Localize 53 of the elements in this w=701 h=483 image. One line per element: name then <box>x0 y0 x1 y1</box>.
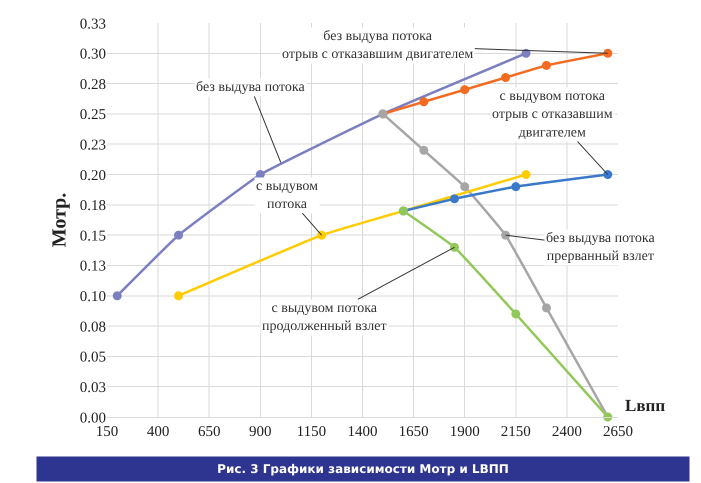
x-tick-label: 2650 <box>603 424 633 440</box>
point <box>317 230 326 240</box>
annotation: с выдувом потока продолженный взлет <box>262 301 387 334</box>
y-tick-label: 0.08 <box>80 319 106 336</box>
x-tick-label: 400 <box>146 424 170 440</box>
point <box>419 146 428 155</box>
point <box>460 85 470 94</box>
point <box>511 309 520 318</box>
x-tick-label: 1400 <box>348 424 378 440</box>
y-tick-label: 0.13 <box>80 258 106 275</box>
y-tick-label: 0.05 <box>80 350 106 366</box>
x-tick-label: 650 <box>198 424 220 440</box>
x-axis-title: Lвпп <box>625 396 666 415</box>
point <box>460 182 470 192</box>
point <box>450 242 459 252</box>
annotation: с выдувом потока отрыв с отказавшим двигателем <box>492 89 613 140</box>
annotation: без выдува потока <box>196 80 306 95</box>
x-tick-label: 150 <box>96 424 118 440</box>
point <box>450 194 459 204</box>
y-tick-label: 0.03 <box>80 380 106 396</box>
point <box>603 48 612 58</box>
point <box>542 303 551 312</box>
annotation: с выдувом потока <box>256 179 318 212</box>
x-tick-label: 2150 <box>500 424 531 440</box>
y-tick-label: 0.28 <box>80 76 106 93</box>
x-tick-label: 2400 <box>552 424 582 440</box>
point <box>174 291 184 300</box>
y-tick-label: 0.00 <box>80 410 106 426</box>
x-tick-label: 1900 <box>450 424 480 440</box>
y-tick-label: 0.20 <box>80 168 106 184</box>
point <box>511 182 520 192</box>
point <box>501 73 510 82</box>
x-tick-label: 900 <box>249 424 272 440</box>
point <box>419 97 428 106</box>
annotation: без выдува потока отрыв с отказавшим двигателем <box>282 29 474 62</box>
text: Рис. 3 Графики зависимости Мотр и LВПП <box>217 462 509 476</box>
x-tick-label: 1150 <box>296 424 326 440</box>
y-tick-label: 0.15 <box>80 228 106 244</box>
y-tick-label: 0.18 <box>80 198 106 214</box>
y-tick-label: 0.30 <box>80 46 106 63</box>
point <box>112 291 122 300</box>
y-axis-title: Мотр. <box>48 192 70 248</box>
x-tick-label: 1650 <box>398 424 429 440</box>
point <box>174 230 184 240</box>
y-tick-label: 0.33 <box>80 16 106 32</box>
y-tick-label: 0.10 <box>80 289 106 306</box>
annotation: без выдува потока прерванный взлет <box>546 231 656 264</box>
y-tick-label: 0.23 <box>80 137 106 154</box>
point <box>522 170 531 180</box>
point <box>603 170 612 180</box>
y-tick-label: 0.25 <box>80 107 106 124</box>
point <box>501 230 510 240</box>
point <box>542 60 551 70</box>
